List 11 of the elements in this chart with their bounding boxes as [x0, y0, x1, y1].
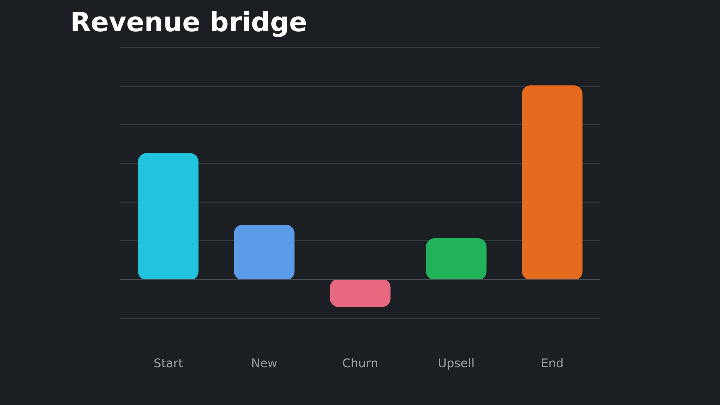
chart-title: Revenue bridge [70, 8, 308, 38]
bar [138, 153, 199, 280]
x-tick-label: Start [154, 356, 184, 370]
x-tick-label: End [541, 356, 564, 370]
x-tick-label: Churn [342, 356, 378, 370]
bar [522, 86, 583, 280]
x-tick-label: New [251, 356, 278, 370]
x-tick-label: Upsell [438, 356, 475, 370]
bar [234, 224, 295, 280]
bar [330, 279, 391, 308]
bar [426, 238, 487, 280]
